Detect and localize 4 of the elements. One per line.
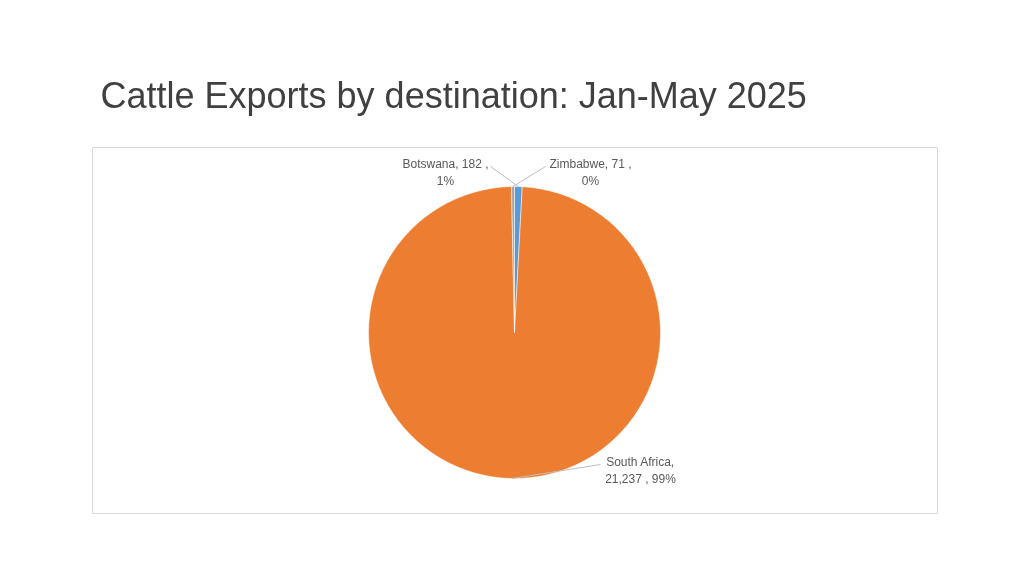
slice-label: Zimbabwe, 71 , 0% (549, 157, 632, 188)
chart-title: Cattle Exports by destination: Jan-May 2025 (100, 75, 807, 116)
slice-label: South Africa, 21,237 , 99% (605, 455, 677, 486)
slice-label: Botswana, 182 , 1% (402, 157, 489, 188)
